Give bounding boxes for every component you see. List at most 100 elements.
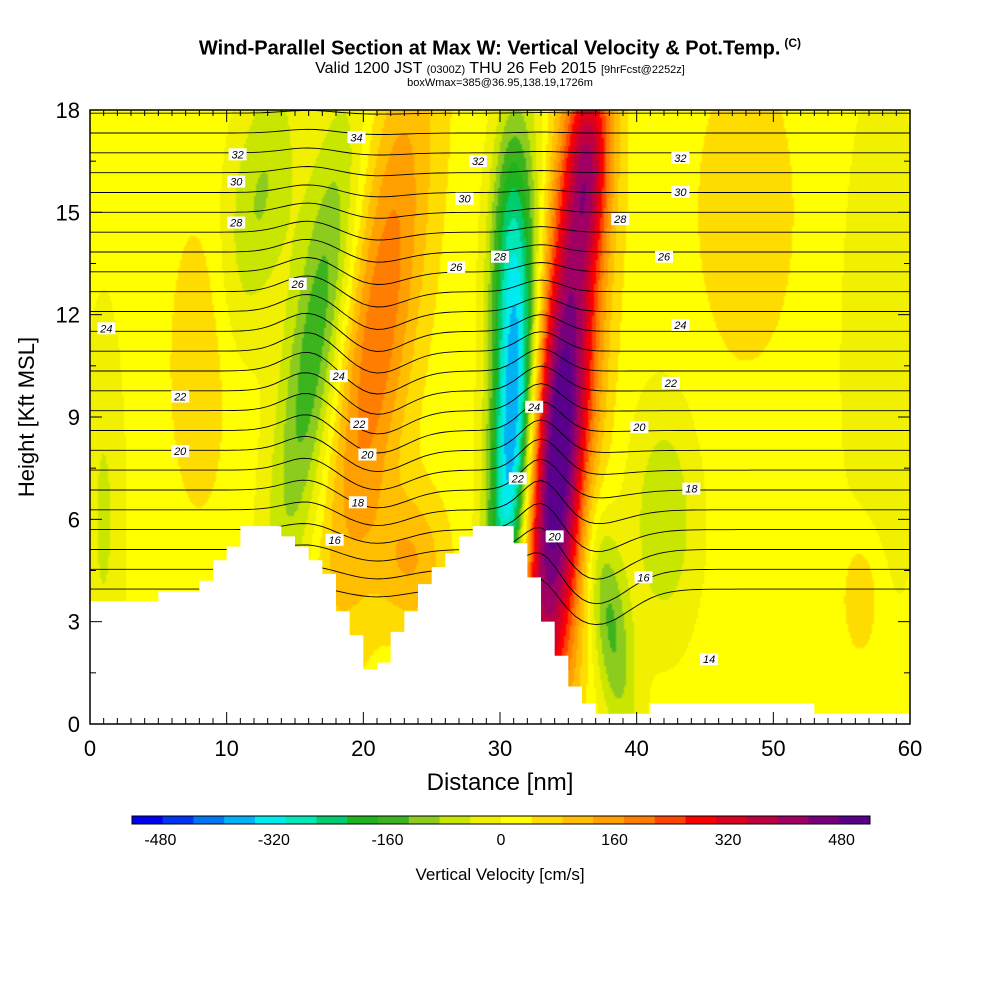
contour-label: 20 bbox=[630, 421, 649, 434]
contour-label: 28 bbox=[611, 213, 630, 226]
contour-label: 24 bbox=[329, 370, 348, 383]
contour-label-text: 26 bbox=[657, 252, 671, 264]
y-tick-label: 15 bbox=[56, 200, 80, 225]
colorbar-swatch bbox=[777, 816, 809, 824]
theta-contour-line bbox=[90, 147, 910, 156]
contour-label: 22 bbox=[350, 417, 369, 431]
contour-label: 20 bbox=[171, 445, 190, 458]
contour-label-text: 22 bbox=[352, 419, 365, 431]
contour-label: 30 bbox=[671, 185, 690, 199]
contour-label-text: 26 bbox=[291, 279, 305, 291]
theta-contour-labels: 34 32 30 28 26 24 24 22 22 20 20 18 16 32 30 26 28 24 22 20… bbox=[97, 131, 719, 666]
theta-contour-line bbox=[90, 479, 910, 527]
colorbar-swatch bbox=[316, 816, 348, 824]
contour-label-text: 22 bbox=[511, 473, 524, 485]
colorbar-swatch bbox=[132, 816, 164, 824]
contour-label: 28 bbox=[491, 250, 509, 264]
contour-label-text: 32 bbox=[472, 156, 484, 168]
colorbar-swatch bbox=[439, 816, 471, 824]
valid-fcst: [9hrFcst@2252z] bbox=[600, 64, 685, 76]
contour-label: 16 bbox=[325, 533, 344, 547]
chart-subtitle: Valid 1200 JST (0300Z) THU 26 Feb 2015 [… bbox=[0, 60, 1000, 78]
theta-contour-line bbox=[90, 91, 910, 94]
contour-label: 26 bbox=[288, 277, 307, 291]
x-tick-label: 60 bbox=[898, 736, 922, 761]
theta-contour-line bbox=[90, 348, 910, 395]
contour-label-text: 22 bbox=[664, 378, 677, 390]
contour-label: 16 bbox=[634, 571, 653, 584]
contour-label-text: 28 bbox=[613, 214, 627, 226]
valid-utc: (0300Z) bbox=[426, 64, 466, 76]
box-wmax-line: boxWmax=385@36.95,138.19,1726m bbox=[407, 77, 593, 89]
theta-contour-line bbox=[90, 419, 910, 473]
contour-label-text: 24 bbox=[673, 320, 686, 332]
colorbar-swatch bbox=[224, 816, 256, 824]
contour-label-text: 28 bbox=[493, 252, 507, 264]
contour-label: 24 bbox=[97, 322, 116, 335]
theta-contour-line bbox=[90, 275, 910, 308]
contour-label-text: 20 bbox=[548, 531, 562, 543]
axes: 0 10 20 30 40 50 60 0 3 6 9 12 15 18 bbox=[56, 98, 923, 761]
contour-label: 22 bbox=[171, 390, 190, 404]
contour-label-text: 16 bbox=[329, 535, 342, 547]
contour-label-text: 24 bbox=[332, 371, 345, 383]
colorbar-swatch bbox=[716, 816, 748, 824]
colorbar-tick-label: -480 bbox=[144, 832, 176, 849]
x-tick-label: 30 bbox=[488, 736, 512, 761]
chart-title: Wind-Parallel Section at Max W: Vertical… bbox=[0, 36, 1000, 61]
contour-label-text: 22 bbox=[173, 392, 186, 404]
contour-label: 20 bbox=[545, 530, 564, 543]
theta-contour-line bbox=[90, 128, 910, 135]
colorbar-swatch bbox=[654, 816, 686, 824]
colorbar-swatch bbox=[285, 816, 317, 824]
y-tick-label: 0 bbox=[68, 712, 80, 737]
colorbar-swatch bbox=[685, 816, 717, 824]
colorbar-swatch bbox=[255, 816, 287, 824]
contour-label: 24 bbox=[525, 400, 544, 414]
colorbar-tick-label: 160 bbox=[601, 832, 628, 849]
chart-title-text: Wind-Parallel Section at Max W: Vertical… bbox=[198, 37, 781, 60]
colorbar-swatch bbox=[747, 816, 779, 824]
copyright-mark: (C) bbox=[784, 36, 802, 50]
x-tick-label: 10 bbox=[214, 736, 238, 761]
colorbar-swatch bbox=[839, 816, 871, 824]
contour-label: 18 bbox=[682, 482, 701, 496]
colorbar-swatch bbox=[193, 816, 225, 824]
contour-label-text: 18 bbox=[352, 497, 365, 509]
y-tick-label: 6 bbox=[68, 507, 80, 532]
contour-label: 22 bbox=[661, 376, 680, 390]
contour-label-text: 32 bbox=[231, 149, 243, 161]
contour-label: 32 bbox=[671, 151, 690, 165]
colorbar-tick-label: 480 bbox=[828, 832, 855, 849]
contour-label-text: 20 bbox=[173, 446, 187, 458]
contour-label: 26 bbox=[447, 260, 466, 274]
theta-contour-line bbox=[90, 184, 910, 198]
x-tick-label: 0 bbox=[84, 736, 96, 761]
contour-label-text: 18 bbox=[685, 484, 698, 496]
colorbar-swatch bbox=[593, 816, 625, 824]
theta-contour-line bbox=[90, 257, 910, 285]
contour-label-text: 30 bbox=[230, 177, 243, 189]
colorbar-tick-label: 0 bbox=[497, 832, 506, 849]
contour-label-text: 26 bbox=[449, 262, 463, 274]
colorbar-swatch bbox=[378, 816, 410, 824]
colorbar-swatch bbox=[347, 816, 379, 824]
theta-contour-line bbox=[90, 331, 910, 374]
contour-label-text: 20 bbox=[632, 422, 646, 434]
theta-contour-line bbox=[90, 202, 910, 219]
colorbar-swatch bbox=[470, 816, 502, 824]
colorbar-swatch bbox=[562, 816, 594, 824]
contour-label: 14 bbox=[700, 653, 719, 666]
colorbar-swatch bbox=[501, 816, 533, 824]
colorbar-label: Vertical Velocity [cm/s] bbox=[415, 865, 584, 884]
y-tick-label: 18 bbox=[56, 98, 80, 123]
contour-label: 32 bbox=[228, 148, 247, 161]
theta-contour-line bbox=[90, 166, 910, 177]
theta-contour-line bbox=[90, 438, 910, 491]
contour-label: 34 bbox=[347, 131, 366, 144]
x-tick-label: 20 bbox=[351, 736, 375, 761]
colorbar-tick-label: 320 bbox=[715, 832, 742, 849]
contour-label-text: 34 bbox=[350, 132, 362, 144]
theta-contour-line bbox=[90, 365, 910, 415]
